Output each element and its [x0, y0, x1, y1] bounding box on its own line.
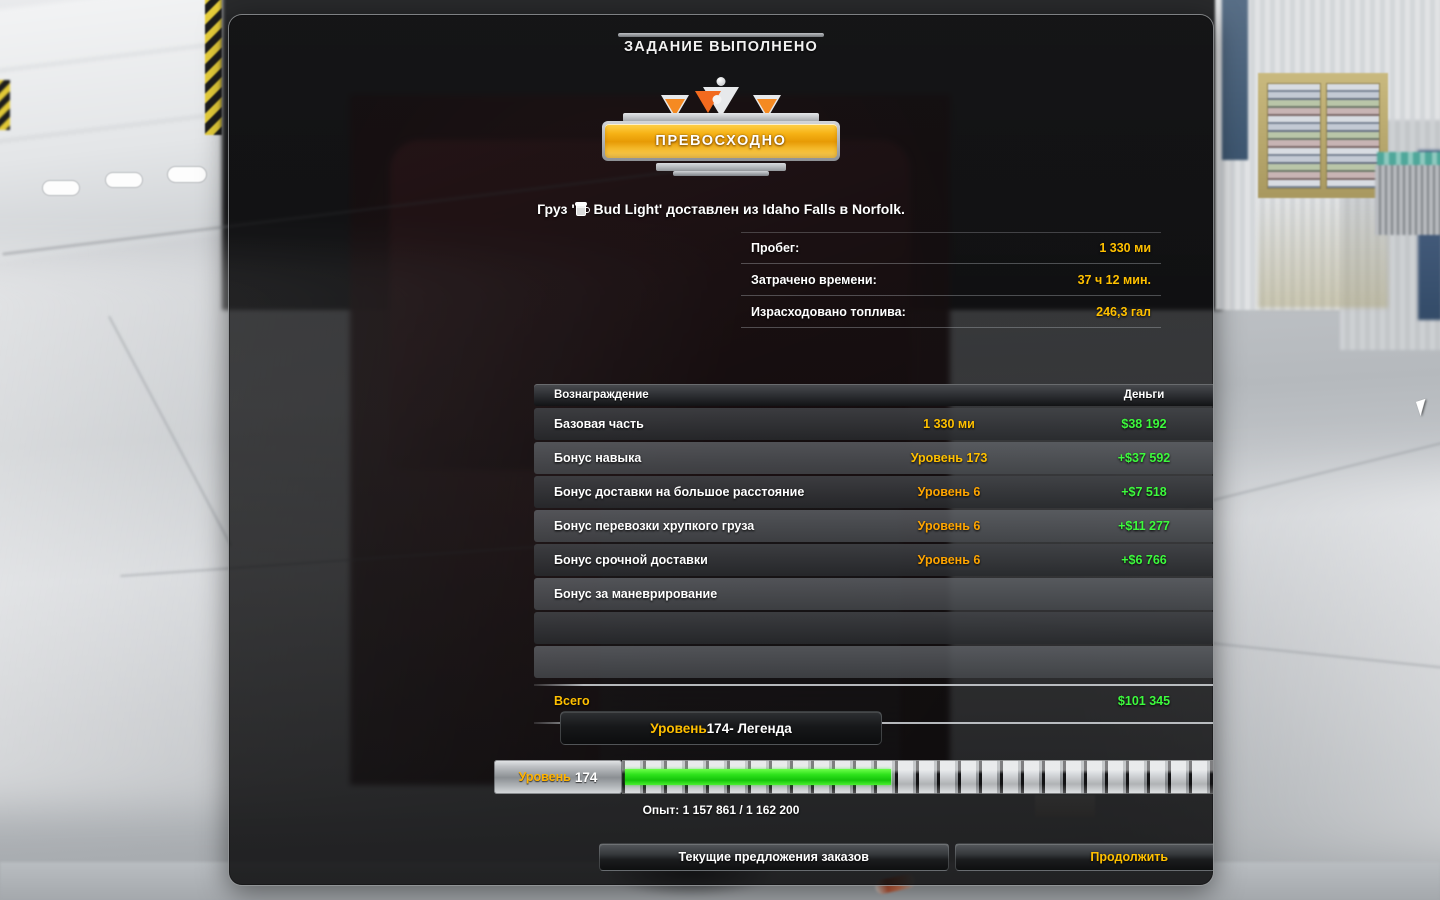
- cargo-suffix: ' доставлен из Idaho Falls в Norfolk.: [658, 201, 905, 217]
- stat-value: 37 ч 12 мин.: [1077, 272, 1151, 287]
- stat-label: Затрачено времени:: [751, 272, 877, 287]
- badge-label: ПРЕВОСХОДНО: [655, 133, 787, 149]
- title-divider: [618, 33, 824, 37]
- table-row: Базовая часть 1 330 ми $38 192 2 141 XP: [534, 408, 1213, 440]
- level-cap-current: Уровень 174: [494, 760, 622, 794]
- reward-money: +$11 277: [1118, 519, 1170, 533]
- reward-money: +$37 592: [1117, 451, 1171, 465]
- level-rank-name: - Легенда: [729, 720, 792, 736]
- beer-mug-icon: [574, 202, 590, 216]
- reward-money: $38 192: [1121, 417, 1167, 431]
- table-header-row: Вознаграждение Деньги Опыт: [534, 384, 1213, 406]
- current-level-plate: Уровень 174 - Легенда: [560, 711, 882, 745]
- rewards-table: Вознаграждение Деньги Опыт Базовая часть…: [534, 384, 1213, 724]
- stat-label: Израсходовано топлива:: [751, 304, 906, 319]
- continue-label: Продолжить: [1090, 850, 1169, 864]
- stat-row: Израсходовано топлива: 246,3 гал: [741, 296, 1161, 328]
- hazard-stripe-post-2: [0, 80, 10, 130]
- page-title: ЗАДАНИЕ ВЫПОЛНЕНО: [624, 39, 818, 55]
- stat-row: Затрачено времени: 37 ч 12 мин.: [741, 264, 1161, 296]
- stat-label: Пробег:: [751, 241, 800, 255]
- reward-money: +$7 518: [1121, 485, 1167, 499]
- total-label: Всего: [554, 694, 590, 708]
- crate-stack-top: [1377, 152, 1440, 168]
- reward-level: Уровень 6: [917, 519, 981, 533]
- floor-marking: [167, 166, 207, 183]
- column-header-reward: Вознаграждение: [554, 389, 649, 401]
- badge-plate: ПРЕВОСХОДНО: [602, 121, 840, 161]
- badge-bottom-bar: [656, 163, 786, 171]
- table-row: Бонус срочной доставки Уровень 6 +$6 766…: [534, 544, 1213, 576]
- current-job-offers-label: Текущие предложения заказов: [678, 850, 869, 864]
- reward-name: Бонус срочной доставки: [554, 553, 708, 567]
- reward-level: Уровень 6: [917, 485, 981, 499]
- total-row: Всего $101 345 3 630 XP: [534, 686, 1213, 716]
- hazard-stripe-post: [205, 0, 222, 135]
- column-header-money: Деньги: [1123, 389, 1165, 401]
- table-row: Бонус доставки на большое расстояние Уро…: [534, 476, 1213, 508]
- floor-marking: [42, 180, 80, 196]
- continue-button[interactable]: Продолжить: [954, 843, 1213, 871]
- table-row-empty: [534, 612, 1213, 644]
- xp-progress-bar: Уровень 174 Уровень 175: [494, 760, 1213, 794]
- level-cap-word: Уровень: [518, 770, 571, 784]
- blue-pillar: [1222, 0, 1248, 160]
- trip-stats-panel: Пробег: 1 330 ми Затрачено времени: 37 ч…: [741, 232, 1161, 328]
- table-row: Бонус навыка Уровень 173 +$37 592: [534, 442, 1213, 474]
- table-row: Бонус перевозки хрупкого груза Уровень 6…: [534, 510, 1213, 542]
- reward-money: +$6 766: [1121, 553, 1167, 567]
- reward-name: Бонус за маневрирование: [554, 587, 718, 601]
- stat-value: 1 330 ми: [1099, 241, 1151, 255]
- vending-reflection: [1258, 198, 1388, 308]
- vending-machine: [1258, 73, 1388, 198]
- reward-name: Базовая часть: [554, 417, 644, 431]
- reward-name: Бонус навыка: [554, 451, 642, 465]
- badge-top-bar: [623, 113, 819, 122]
- xp-counter-label: Опыт: 1 157 861 / 1 162 200: [642, 803, 800, 817]
- reward-level: Уровень 173: [910, 451, 988, 465]
- current-job-offers-button[interactable]: Текущие предложения заказов: [599, 843, 949, 871]
- xp-track: [622, 760, 1213, 794]
- table-row: Бонус за маневрирование +55 XP: [534, 578, 1213, 610]
- level-number: 174: [706, 720, 730, 736]
- level-cap-number: 174: [574, 769, 598, 785]
- job-completed-dialog: ЗАДАНИЕ ВЫПОЛНЕНО ПРЕВОСХОДНО Груз ': [228, 14, 1214, 886]
- badge-knob-icon: [716, 77, 726, 86]
- medal-triangles-icon: [661, 87, 781, 121]
- total-divider-top: [534, 684, 1213, 686]
- xp-fill: [625, 769, 892, 785]
- cargo-prefix: Груз ': [537, 201, 575, 217]
- floor-marking: [105, 172, 143, 188]
- total-money: $101 345: [1117, 694, 1171, 708]
- badge-bottom-bar-2: [673, 171, 769, 176]
- stat-value: 246,3 гал: [1096, 304, 1151, 319]
- reward-name: Бонус перевозки хрупкого груза: [554, 519, 755, 533]
- stat-row: Пробег: 1 330 ми: [741, 232, 1161, 264]
- dialog-button-row: Текущие предложения заказов Продолжить: [599, 843, 1213, 871]
- table-row-empty: [534, 646, 1213, 678]
- crate-stack: [1375, 165, 1440, 235]
- reward-level: 1 330 ми: [923, 417, 975, 431]
- reward-name: Бонус доставки на большое расстояние: [554, 485, 805, 499]
- level-word: Уровень: [650, 720, 707, 736]
- cargo-delivery-text: Груз ' Bud Light' доставлен из Idaho Fal…: [229, 201, 1213, 217]
- cargo-name: Bud Light: [593, 201, 659, 217]
- reward-level: Уровень 6: [917, 553, 981, 567]
- medal-center-icon: [695, 87, 739, 117]
